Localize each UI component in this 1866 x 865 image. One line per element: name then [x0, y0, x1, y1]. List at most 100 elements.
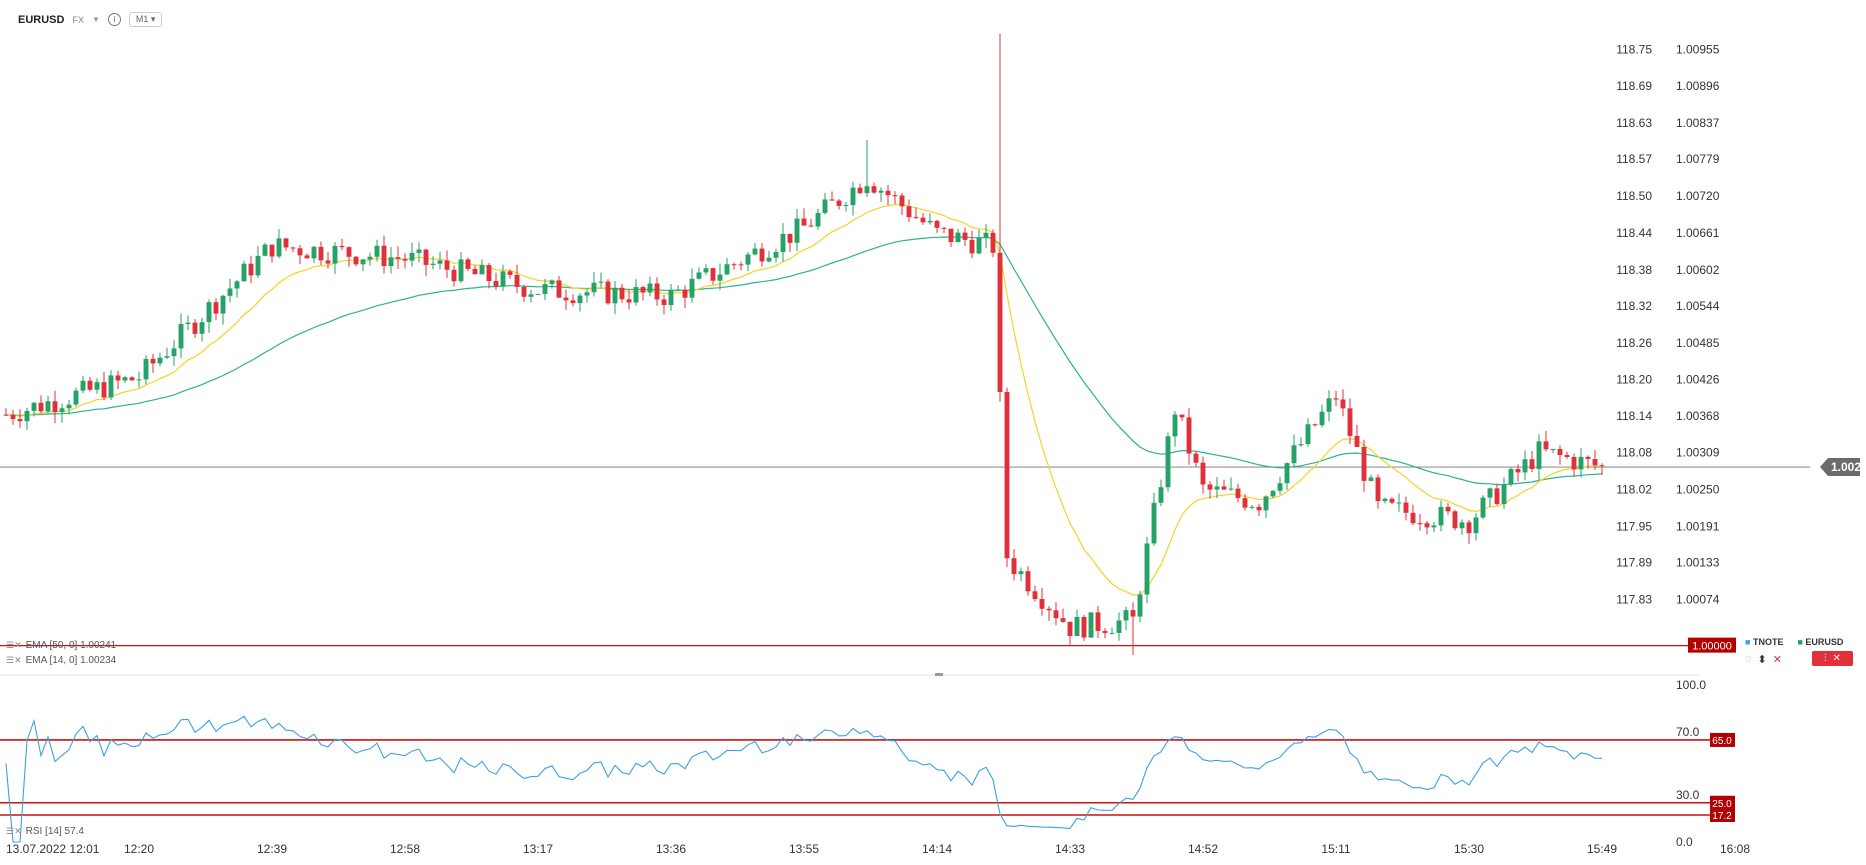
price-tick-label-right: 1.00074	[1676, 592, 1720, 606]
candle-body	[528, 294, 534, 297]
candle-body	[836, 200, 842, 206]
price-tick-label-right: 1.00720	[1676, 189, 1720, 203]
market-label[interactable]: FX	[72, 14, 84, 25]
candle-body	[3, 414, 9, 416]
candle-body	[1046, 608, 1052, 611]
candle-body	[1473, 517, 1479, 534]
candle-body	[1235, 488, 1241, 499]
candle-body	[1319, 411, 1325, 426]
candle-body	[1172, 414, 1178, 437]
time-tick-label: 16:08	[1720, 842, 1750, 856]
candle-body	[521, 286, 527, 297]
price-tick-label-left: 118.69	[1616, 79, 1652, 93]
candle-body	[1200, 462, 1206, 485]
price-tick-label-left: 118.44	[1616, 226, 1652, 240]
candle-body	[563, 297, 569, 301]
candle-body	[94, 382, 100, 390]
price-tick-label-left: 118.02	[1616, 483, 1652, 497]
compare-legend: ■ TNOTE ■ EURUSD	[1745, 637, 1843, 647]
candle-body	[430, 263, 436, 265]
settings-icon[interactable]: ☰✕	[6, 826, 22, 836]
candle-body	[1158, 487, 1164, 503]
candle-body	[157, 357, 163, 364]
candle-body	[1004, 391, 1010, 559]
candle-body	[1466, 522, 1472, 534]
candle-body	[1256, 506, 1262, 511]
candle-body	[1522, 459, 1528, 473]
candle-body	[10, 414, 16, 420]
candle-body	[857, 187, 863, 194]
sort-icon[interactable]: ⬍	[1757, 654, 1767, 666]
info-icon[interactable]: i	[107, 13, 121, 26]
candle-body	[941, 227, 947, 229]
compare-eurusd[interactable]: ■ EURUSD	[1797, 637, 1844, 647]
symbol-label[interactable]: EURUSD	[18, 13, 65, 26]
candle-body	[444, 260, 450, 270]
price-tick-label-left: 117.83	[1616, 592, 1652, 606]
legend-ema50-label: EMA [50, 0] 1.00241	[25, 640, 117, 651]
candle-body	[1102, 630, 1108, 633]
candle-body	[150, 358, 156, 364]
legend-rsi[interactable]: ☰✕ RSI [14] 57.4	[6, 826, 84, 837]
candle-body	[1018, 571, 1024, 575]
candle-body	[682, 289, 688, 298]
candle-body	[1410, 512, 1416, 524]
price-tick-label-right: 1.00485	[1676, 336, 1720, 350]
candle-body	[66, 404, 72, 409]
candle-body	[248, 263, 254, 276]
candle-body	[619, 287, 625, 300]
candle-body	[1298, 444, 1304, 446]
candle-body	[87, 380, 93, 390]
candle-body	[1550, 449, 1556, 451]
eye-icon[interactable]: ◌	[1745, 653, 1752, 665]
candle-body	[1088, 612, 1094, 638]
candle-body	[1053, 610, 1059, 619]
chevron-down-icon[interactable]: ▼	[91, 15, 100, 24]
legend-ema50[interactable]: ☰✕ EMA [50, 0] 1.00241	[6, 640, 116, 651]
candle-body	[1585, 456, 1591, 459]
close-icon: ✕	[1832, 653, 1841, 664]
candle-body	[52, 401, 58, 413]
settings-icon[interactable]: ☰✕	[6, 655, 22, 665]
candle-body	[1032, 591, 1038, 599]
candles-layer	[3, 33, 1605, 655]
candle-body	[1193, 453, 1199, 463]
legend-ema14[interactable]: ☰✕ EMA [14, 0] 1.00234	[6, 655, 116, 666]
candle-body	[1424, 523, 1430, 528]
compare-remove-button[interactable]: ⫶ ✕	[1812, 651, 1853, 666]
candle-body	[1270, 490, 1276, 497]
candle-body	[402, 258, 408, 261]
time-tick-label: 12:39	[257, 842, 287, 856]
candle-body	[1557, 449, 1563, 456]
price-tick-label-left: 118.14	[1616, 409, 1652, 423]
chart-icon: ⫶	[1824, 653, 1827, 664]
candle-body	[136, 379, 142, 381]
rsi-level-badge	[1710, 795, 1735, 810]
candle-body	[339, 245, 345, 248]
timeframe-select[interactable]: M1 ▾	[128, 12, 163, 27]
price-level-label: 1.00000	[1692, 641, 1732, 653]
candle-body	[1179, 414, 1185, 418]
candle-body	[885, 190, 891, 196]
compare-tnote[interactable]: ■ TNOTE	[1745, 637, 1784, 647]
close-icon[interactable]: ✕	[1772, 654, 1782, 666]
candle-body	[556, 280, 562, 298]
candle-body	[1123, 610, 1129, 621]
candle-body	[59, 408, 65, 413]
candle-body	[577, 295, 583, 304]
candle-body	[899, 195, 905, 207]
candle-body	[1081, 616, 1087, 638]
candle-body	[1438, 506, 1444, 526]
candle-body	[913, 217, 919, 219]
candle-body	[1326, 398, 1332, 412]
candle-body	[794, 218, 800, 243]
candle-body	[661, 299, 667, 306]
price-tick-label-right: 1.00191	[1676, 519, 1720, 533]
time-tick-label: 12:20	[124, 842, 154, 856]
candle-body	[948, 228, 954, 243]
settings-icon[interactable]: ☰✕	[6, 640, 22, 650]
candle-body	[1536, 441, 1542, 469]
compare-eurusd-label: EURUSD	[1805, 637, 1844, 647]
candle-body	[472, 268, 478, 275]
